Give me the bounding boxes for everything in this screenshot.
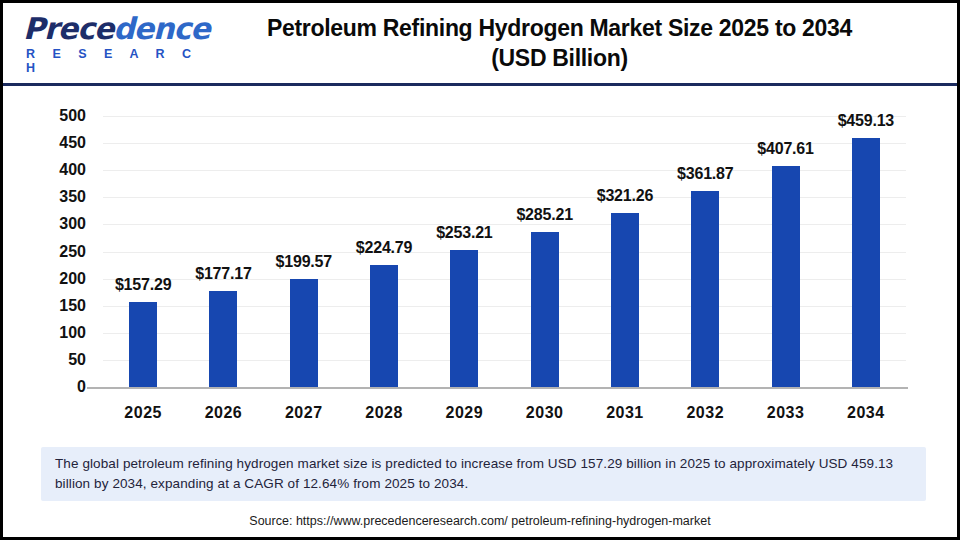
x-axis-tick-label: 2028 bbox=[339, 404, 429, 422]
bar-2031 bbox=[611, 213, 639, 387]
y-axis-tick-label: 50 bbox=[26, 351, 86, 369]
y-gridline bbox=[103, 116, 906, 117]
y-axis-tick-label: 0 bbox=[26, 378, 86, 396]
x-axis-line bbox=[87, 387, 908, 389]
bar-2028 bbox=[370, 265, 398, 387]
bar-value-label: $224.79 bbox=[334, 239, 434, 257]
bar-value-label: $285.21 bbox=[495, 206, 595, 224]
y-axis-tick-label: 200 bbox=[26, 270, 86, 288]
bar-2033 bbox=[772, 166, 800, 387]
bar-2029 bbox=[450, 250, 478, 387]
bar-2026 bbox=[209, 291, 237, 387]
y-axis-tick-label: 350 bbox=[26, 188, 86, 206]
y-axis-tick-label: 500 bbox=[26, 107, 86, 125]
bar-2030 bbox=[531, 232, 559, 387]
x-axis-tick-label: 2032 bbox=[660, 404, 750, 422]
infographic-frame: Precedence R E S E A R C H Petroleum Ref… bbox=[0, 0, 960, 540]
y-axis-tick-label: 450 bbox=[26, 134, 86, 152]
y-axis-tick-label: 150 bbox=[26, 297, 86, 315]
description-box: The global petroleum refining hydrogen m… bbox=[41, 447, 926, 501]
bar-2025 bbox=[129, 302, 157, 387]
bar-value-label: $321.26 bbox=[575, 187, 675, 205]
source-text: Source: https://www.precedenceresearch.c… bbox=[3, 514, 957, 528]
bar-2027 bbox=[290, 279, 318, 387]
x-axis-tick-label: 2029 bbox=[419, 404, 509, 422]
bar-value-label: $361.87 bbox=[655, 165, 755, 183]
y-axis-tick-label: 100 bbox=[26, 324, 86, 342]
bar-value-label: $407.61 bbox=[736, 140, 836, 158]
x-axis-tick-label: 2027 bbox=[259, 404, 349, 422]
bar-2034 bbox=[852, 138, 880, 387]
x-axis-tick-label: 2026 bbox=[178, 404, 268, 422]
x-axis-tick-label: 2033 bbox=[741, 404, 831, 422]
y-axis-tick-label: 300 bbox=[26, 215, 86, 233]
x-axis-tick-label: 2034 bbox=[821, 404, 911, 422]
bar-value-label: $253.21 bbox=[414, 224, 514, 242]
bar-2032 bbox=[691, 191, 719, 387]
y-axis-tick-label: 250 bbox=[26, 243, 86, 261]
x-axis-tick-label: 2030 bbox=[500, 404, 590, 422]
y-axis-tick-label: 400 bbox=[26, 161, 86, 179]
x-axis-tick-label: 2025 bbox=[98, 404, 188, 422]
bar-value-label: $459.13 bbox=[816, 112, 916, 130]
x-axis-tick-label: 2031 bbox=[580, 404, 670, 422]
